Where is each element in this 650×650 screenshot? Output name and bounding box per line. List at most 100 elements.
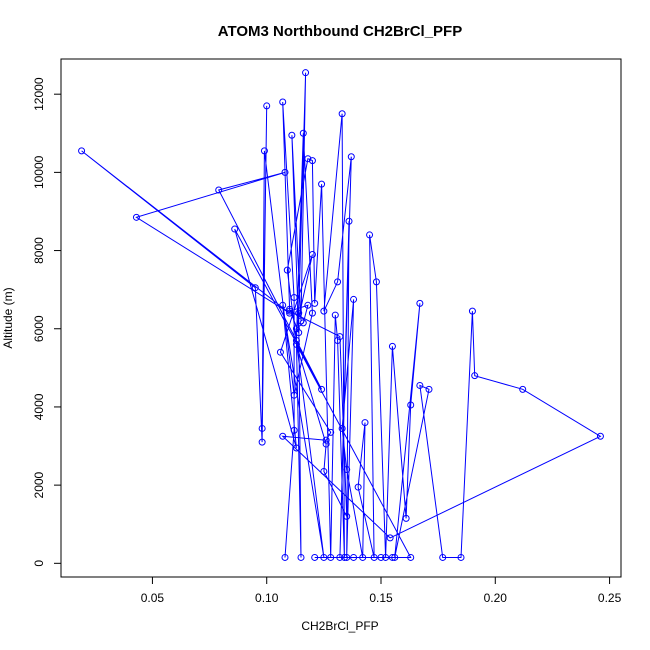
data-point xyxy=(292,340,300,348)
data-point xyxy=(407,401,415,409)
data-point xyxy=(366,231,374,239)
data-point xyxy=(343,465,351,473)
data-point xyxy=(281,553,289,561)
data-point xyxy=(338,424,346,432)
data-point xyxy=(350,295,358,303)
data-point xyxy=(334,336,342,344)
data-point xyxy=(372,278,380,286)
data-point xyxy=(290,426,298,434)
x-axis: 0.05 0.10 0.15 0.20 0.25 xyxy=(141,576,622,605)
data-point xyxy=(370,553,378,561)
data-point xyxy=(519,385,527,393)
chart-title: ATOM3 Northbound CH2BrCl_PFP xyxy=(218,23,462,40)
data-point xyxy=(327,428,335,436)
data-point xyxy=(354,483,362,491)
data-point xyxy=(596,432,604,440)
data-point xyxy=(340,553,348,561)
data-point xyxy=(343,553,351,561)
data-point xyxy=(299,129,307,137)
data-point xyxy=(391,553,399,561)
data-point xyxy=(299,319,307,327)
data-point xyxy=(286,305,294,313)
data-point xyxy=(308,157,316,165)
data-point xyxy=(288,131,296,139)
data-point xyxy=(425,385,433,393)
data-point xyxy=(416,381,424,389)
x-axis-label: CH2BrCl_PFP xyxy=(301,619,378,633)
data-point xyxy=(260,147,268,155)
data-point xyxy=(281,168,289,176)
data-point xyxy=(318,180,326,188)
data-point xyxy=(304,301,312,309)
data-point xyxy=(286,309,294,317)
y-tick-label: 0 xyxy=(32,560,46,567)
data-point xyxy=(311,299,319,307)
data-point xyxy=(308,250,316,258)
y-tick-label: 4000 xyxy=(32,393,46,420)
data-point xyxy=(276,348,284,356)
data-point xyxy=(457,553,465,561)
data-point xyxy=(388,553,396,561)
data-point xyxy=(318,385,326,393)
data-point xyxy=(290,391,298,399)
data-point xyxy=(386,534,394,542)
x-tick-label: 0.20 xyxy=(484,591,508,605)
data-point xyxy=(297,553,305,561)
data-point xyxy=(388,342,396,350)
y-axis-label: Altitude (m) xyxy=(1,287,15,348)
data-point xyxy=(295,309,303,317)
data-point xyxy=(290,293,298,301)
data-point xyxy=(361,419,369,427)
data-point xyxy=(336,333,344,341)
data-point xyxy=(327,553,335,561)
data-point xyxy=(231,225,239,233)
data-point xyxy=(279,301,287,309)
data-point xyxy=(279,432,287,440)
x-tick-label: 0.25 xyxy=(598,591,622,605)
y-tick-label: 2000 xyxy=(32,471,46,498)
data-point xyxy=(279,98,287,106)
data-point xyxy=(251,284,259,292)
data-point xyxy=(402,514,410,522)
data-point xyxy=(359,553,367,561)
y-tick-label: 12000 xyxy=(32,77,46,111)
data-point xyxy=(297,317,305,325)
data-point xyxy=(215,186,223,194)
series-layer xyxy=(78,69,604,561)
y-tick-label: 8000 xyxy=(32,237,46,264)
data-point xyxy=(311,553,319,561)
data-point xyxy=(345,217,353,225)
y-axis: 0 2000 4000 6000 8000 10000 12000 xyxy=(32,77,62,567)
data-point xyxy=(258,424,266,432)
data-point xyxy=(407,553,415,561)
series-line xyxy=(81,72,602,558)
data-point xyxy=(347,153,355,161)
data-point xyxy=(308,309,316,317)
x-tick-label: 0.05 xyxy=(141,591,165,605)
data-point xyxy=(468,307,476,315)
data-point xyxy=(283,266,291,274)
data-point xyxy=(258,438,266,446)
y-tick-label: 10000 xyxy=(32,155,46,189)
data-point xyxy=(320,307,328,315)
data-point xyxy=(78,147,86,155)
data-point xyxy=(286,307,294,315)
data-point xyxy=(439,553,447,561)
data-point xyxy=(338,110,346,118)
data-point xyxy=(302,69,310,77)
data-point xyxy=(382,553,390,561)
data-point xyxy=(471,372,479,380)
data-point xyxy=(322,440,330,448)
data-point xyxy=(334,278,342,286)
y-tick-label: 6000 xyxy=(32,315,46,342)
data-point xyxy=(320,553,328,561)
data-point xyxy=(377,553,385,561)
data-point xyxy=(292,444,300,452)
data-point xyxy=(292,325,300,333)
data-point xyxy=(292,336,300,344)
data-point xyxy=(132,213,140,221)
data-point xyxy=(350,553,358,561)
data-point xyxy=(322,436,330,444)
data-point xyxy=(263,102,271,110)
